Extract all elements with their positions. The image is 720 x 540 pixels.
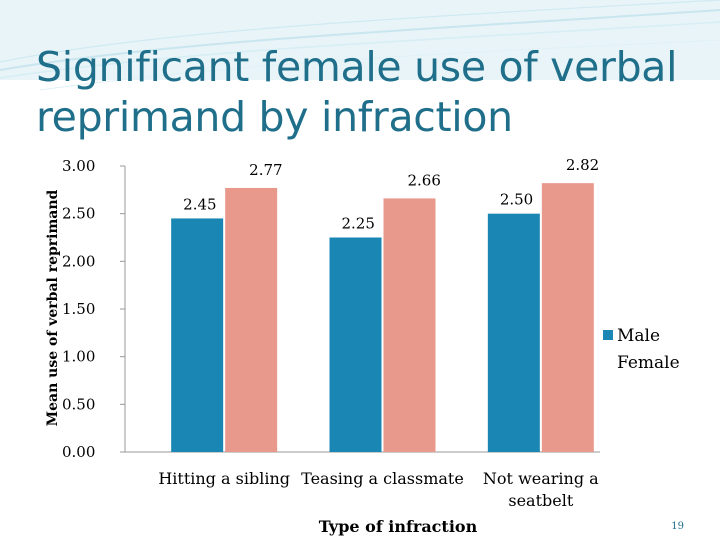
- data-label-female-3: 2.82: [566, 156, 599, 174]
- y-tick-label: 2.00: [62, 252, 95, 270]
- x-tick-label: seatbelt: [508, 491, 573, 510]
- legend-label-male: Male: [617, 326, 660, 346]
- data-label-male-1: 2.45: [183, 195, 216, 213]
- data-label-male-3: 2.50: [500, 191, 533, 209]
- y-tick-label: 0.50: [62, 395, 95, 413]
- legend-label-female: Female: [617, 353, 680, 373]
- slide-title: Significant female use of verbal reprima…: [36, 43, 678, 141]
- bar-female-3: [541, 183, 594, 452]
- x-tick-label: Not wearing a: [483, 469, 599, 488]
- slide-number: 19: [671, 521, 684, 532]
- data-label-female-1: 2.77: [249, 161, 282, 179]
- x-axis-label: Type of infraction: [319, 517, 478, 536]
- data-label-female-2: 2.66: [408, 171, 441, 189]
- legend-swatch-male: [603, 330, 613, 340]
- y-tick-label: 0.00: [62, 443, 95, 461]
- y-axis-label: Mean use of verbal reprimand: [45, 189, 61, 426]
- x-tick-label: Teasing a classmate: [301, 469, 464, 488]
- header-band: [0, 0, 720, 80]
- decorative-swirl: [0, 0, 720, 91]
- y-tick-label: 2.50: [62, 205, 95, 223]
- bar-female-1: [225, 187, 278, 452]
- bar-male-1: [171, 218, 224, 452]
- data-label-male-2: 2.25: [342, 215, 375, 233]
- bar-female-2: [383, 198, 436, 452]
- y-tick-label: 3.00: [62, 157, 95, 175]
- y-tick-label: 1.50: [62, 300, 95, 318]
- bar-male-3: [487, 213, 540, 452]
- bar-male-2: [329, 237, 382, 452]
- legend-swatch-female: [603, 357, 613, 367]
- x-tick-label: Hitting a sibling: [158, 469, 290, 488]
- y-tick-label: 1.00: [62, 348, 95, 366]
